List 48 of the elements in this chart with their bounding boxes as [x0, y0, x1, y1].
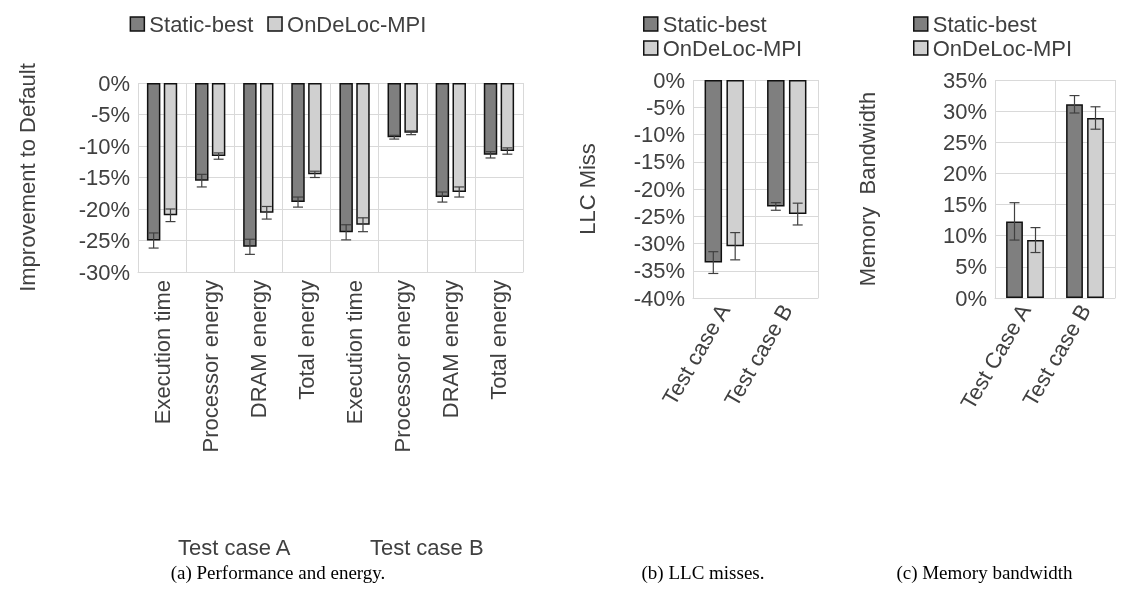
y-tick-label: -25%: [633, 203, 685, 229]
text: (b) LLC misses.: [641, 562, 765, 584]
y-tick-label: 35%: [942, 67, 987, 93]
x-tick-label: Processor energy: [197, 280, 223, 453]
y-tick-label: -5%: [645, 94, 685, 120]
y-tick-label: -5%: [90, 102, 130, 127]
legend-label: OnDeLoc-MPI: [287, 11, 427, 37]
text: (a) Performance and energy.: [170, 562, 386, 584]
y-tick-label: -15%: [78, 165, 130, 190]
y-tick-label: 0%: [98, 70, 130, 96]
y-tick-label: 5%: [955, 254, 987, 280]
bar: [1006, 221, 1023, 298]
x-tick-label: Execution time: [342, 280, 368, 425]
x-tick-label: Total energy: [293, 280, 319, 400]
text: Test case B: [369, 534, 484, 560]
y-tick-label: -40%: [633, 285, 685, 311]
y-tick-label: -30%: [633, 231, 685, 256]
y-tick-label: -30%: [78, 259, 130, 285]
y-axis-title: LLC Miss: [574, 143, 600, 235]
y-axis-title: Memory Bandwidth: [854, 91, 880, 287]
x-tick-label: Processor energy: [390, 280, 416, 453]
y-tick-label: -10%: [633, 122, 685, 147]
y-tick-label: 20%: [942, 160, 987, 186]
y-tick-label: -15%: [633, 149, 685, 175]
y-tick-label: 30%: [942, 98, 987, 124]
y-tick-label: -20%: [633, 176, 685, 202]
x-tick-label: DRAM energy: [245, 280, 271, 419]
y-axis-title: Improvement to Default: [14, 63, 40, 292]
y-tick-label: -35%: [633, 258, 685, 284]
text: (c) Memory bandwidth: [896, 562, 1074, 584]
y-tick-label: 25%: [942, 129, 987, 155]
y-tick-label: -25%: [78, 228, 130, 253]
y-tick-label: 0%: [653, 67, 685, 93]
legend-label: OnDeLoc-MPI: [662, 35, 803, 61]
y-tick-label: 10%: [942, 223, 987, 249]
x-tick-label: DRAM energy: [438, 280, 464, 419]
legend-label: Static-best: [932, 11, 1037, 37]
legend-label: OnDeLoc-MPI: [932, 35, 1073, 61]
legend-label: Static-best: [662, 11, 767, 37]
legend-label: Static-best: [149, 11, 254, 37]
x-tick-label: Execution time: [149, 280, 175, 425]
y-tick-label: 0%: [955, 285, 987, 311]
text: Test case A: [177, 534, 291, 560]
y-tick-label: -20%: [78, 196, 130, 222]
y-tick-label: -10%: [78, 133, 130, 159]
x-tick-label: Total energy: [486, 280, 512, 400]
bar: [1066, 104, 1083, 298]
y-tick-label: 15%: [942, 192, 987, 218]
